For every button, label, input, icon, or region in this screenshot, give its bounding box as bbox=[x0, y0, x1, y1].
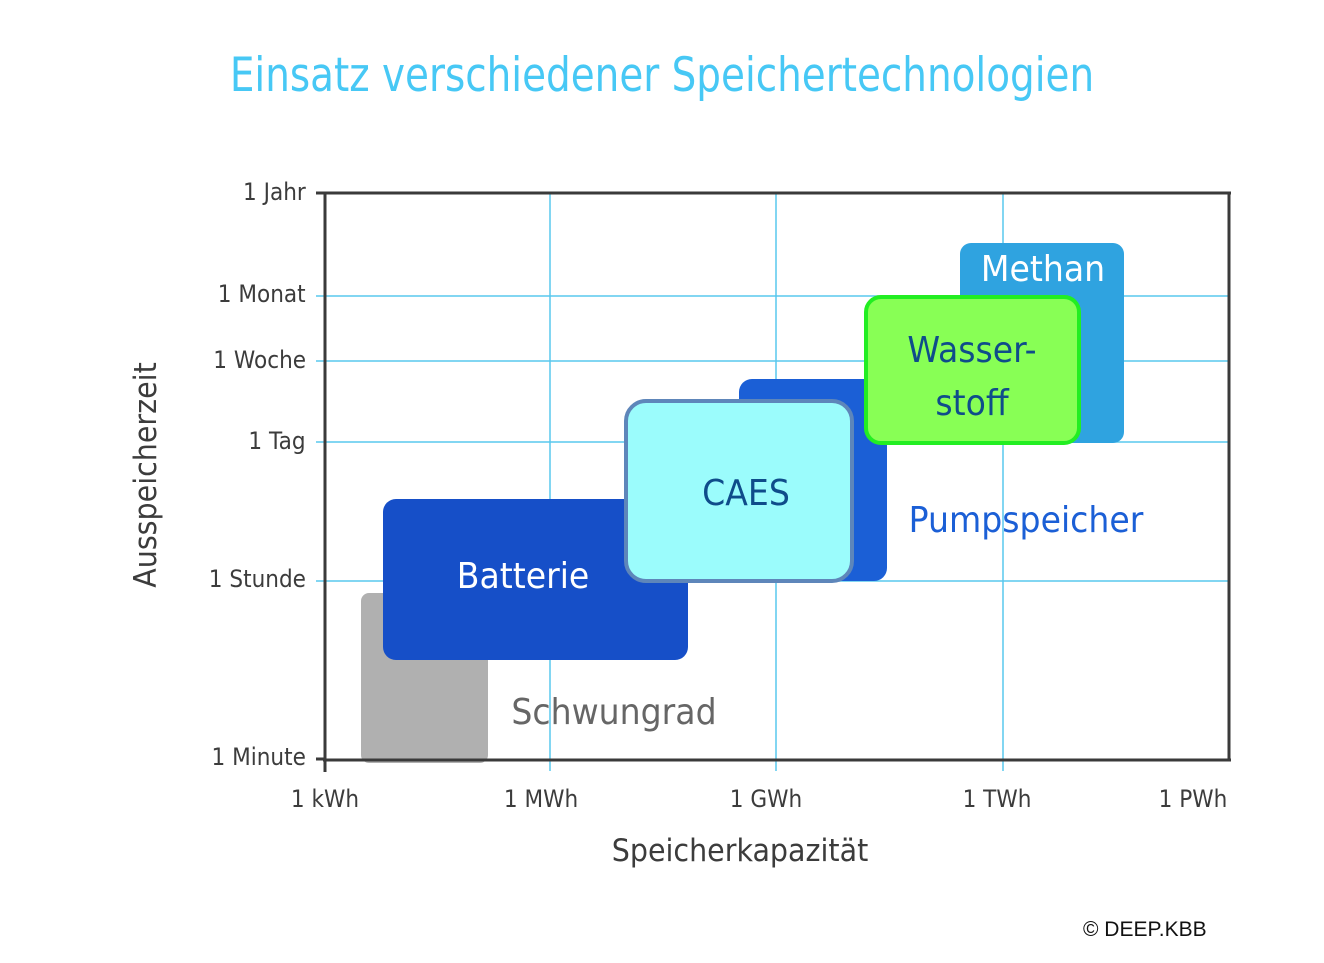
label-caes: CAES bbox=[702, 473, 790, 514]
y-tick-monat: 1 Monat bbox=[218, 280, 306, 308]
y-axis-label: Ausspeicherzeit bbox=[128, 362, 164, 588]
region-caes bbox=[624, 399, 854, 583]
x-tick-gwh: 1 GWh bbox=[729, 785, 803, 813]
x-axis-label: Speicherkapazität bbox=[611, 833, 869, 869]
label-pumpspeicher: Pumpspeicher bbox=[908, 500, 1144, 541]
label-wasserstoff-line1: Wasser- bbox=[907, 330, 1037, 371]
label-batterie: Batterie bbox=[456, 556, 590, 597]
y-tick-stunde: 1 Stunde bbox=[208, 565, 306, 593]
x-tick-twh: 1 TWh bbox=[962, 785, 1032, 813]
label-schwungrad: Schwungrad bbox=[511, 692, 717, 733]
x-tick-mwh: 1 MWh bbox=[503, 785, 579, 813]
label-methan: Methan bbox=[980, 249, 1106, 290]
y-tick-tag: 1 Tag bbox=[248, 427, 306, 455]
y-tick-jahr: 1 Jahr bbox=[243, 178, 306, 206]
axes bbox=[316, 191, 1231, 772]
y-tick-woche: 1 Woche bbox=[213, 346, 306, 374]
label-wasserstoff-line2: stoff bbox=[935, 383, 1009, 424]
region-wasserstoff bbox=[864, 295, 1081, 445]
x-tick-kwh: 1 kWh bbox=[290, 785, 360, 813]
y-tick-minute: 1 Minute bbox=[211, 743, 306, 771]
x-tick-pwh: 1 PWh bbox=[1158, 785, 1228, 813]
chart-title: Einsatz verschiedener Speichertechnologi… bbox=[229, 48, 1095, 103]
copyright-text: © DEEP.KBB bbox=[1083, 918, 1207, 941]
region-batterie bbox=[383, 499, 688, 660]
